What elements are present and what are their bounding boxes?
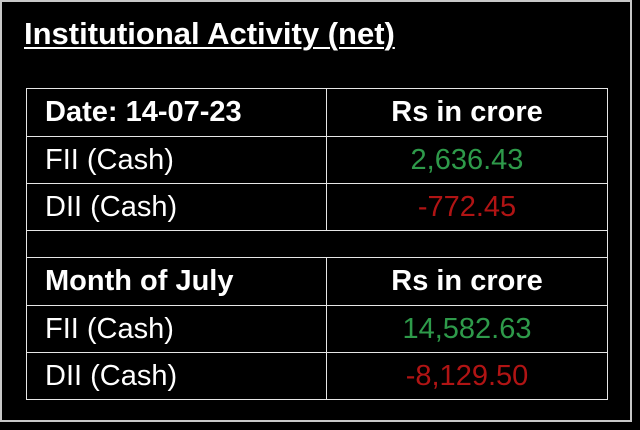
daily-dii-label: DII (Cash) — [26, 183, 327, 231]
page-title: Institutional Activity (net) — [24, 16, 395, 51]
daily-unit-label: Rs in crore — [326, 88, 608, 137]
table-row: DII (Cash) -772.45 — [26, 183, 608, 231]
card-frame — [0, 0, 632, 422]
spacer-row — [26, 230, 608, 258]
table-row: FII (Cash) 2,636.43 — [26, 136, 608, 184]
institutional-activity-table: Date: 14-07-23 Rs in crore FII (Cash) 2,… — [26, 88, 608, 400]
monthly-unit-label: Rs in crore — [326, 257, 608, 306]
table-row: DII (Cash) -8,129.50 — [26, 352, 608, 400]
monthly-fii-label: FII (Cash) — [26, 305, 327, 353]
daily-dii-value: -772.45 — [326, 183, 608, 231]
daily-header-row: Date: 14-07-23 Rs in crore — [26, 88, 608, 137]
daily-fii-label: FII (Cash) — [26, 136, 327, 184]
monthly-fii-value: 14,582.63 — [326, 305, 608, 353]
spacer-cell — [26, 230, 608, 258]
monthly-period-label: Month of July — [26, 257, 327, 306]
table-row: FII (Cash) 14,582.63 — [26, 305, 608, 353]
monthly-header-row: Month of July Rs in crore — [26, 257, 608, 306]
daily-date-label: Date: 14-07-23 — [26, 88, 327, 137]
daily-fii-value: 2,636.43 — [326, 136, 608, 184]
monthly-dii-label: DII (Cash) — [26, 352, 327, 400]
monthly-dii-value: -8,129.50 — [326, 352, 608, 400]
